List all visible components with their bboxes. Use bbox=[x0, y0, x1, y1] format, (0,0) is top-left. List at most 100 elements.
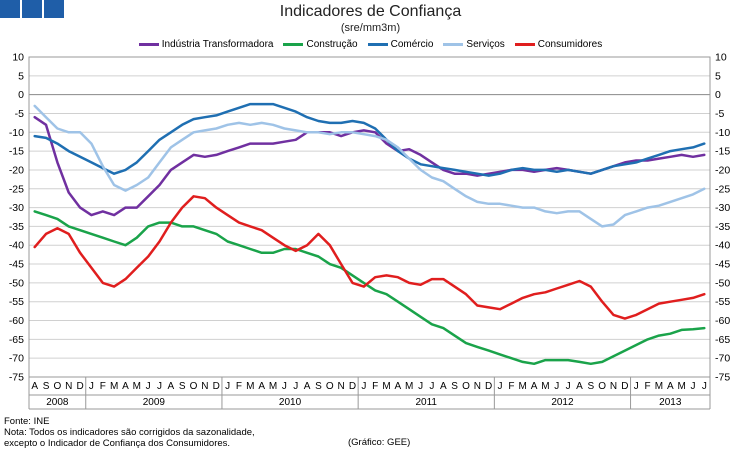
year-label: 2012 bbox=[551, 397, 574, 408]
y-tick-label-right: -25 bbox=[715, 183, 730, 195]
x-tick-label: S bbox=[43, 381, 50, 392]
x-tick-label: A bbox=[122, 381, 129, 392]
y-tick-label-left: -40 bbox=[9, 240, 24, 252]
y-tick-label-left: -10 bbox=[9, 127, 24, 139]
x-tick-label: S bbox=[179, 381, 186, 392]
x-tick-label: J bbox=[89, 381, 94, 392]
year-label: 2009 bbox=[143, 397, 166, 408]
y-tick-label-right: -70 bbox=[715, 353, 730, 365]
note-line-1: Nota: Todos os indicadores são corrigido… bbox=[4, 427, 255, 438]
series-line bbox=[33, 104, 706, 228]
x-tick-label: O bbox=[462, 381, 470, 392]
x-tick-label: D bbox=[621, 381, 628, 392]
y-tick-label-right: -75 bbox=[715, 372, 730, 384]
x-tick-label: A bbox=[304, 381, 311, 392]
year-label: 2010 bbox=[279, 397, 302, 408]
x-tick-label: M bbox=[269, 381, 277, 392]
y-tick-label-left: 10 bbox=[12, 52, 24, 64]
legend-label: Comércio bbox=[390, 39, 434, 50]
note-line-2: excepto o Indicador de Confiança dos Con… bbox=[4, 438, 231, 449]
x-tick-label: J bbox=[634, 381, 639, 392]
legend-swatch bbox=[283, 43, 304, 46]
chart-subtitle: (sre/mm3m) bbox=[340, 22, 401, 34]
x-tick-label: J bbox=[146, 381, 151, 392]
x-tick-label: A bbox=[667, 381, 674, 392]
x-tick-label: A bbox=[531, 381, 538, 392]
legend-swatch bbox=[367, 43, 388, 46]
legend-swatch bbox=[443, 43, 464, 46]
x-tick-label: N bbox=[65, 381, 72, 392]
legend-label: Serviços bbox=[466, 39, 505, 50]
x-tick-label: J bbox=[566, 381, 571, 392]
x-tick-label: F bbox=[645, 381, 651, 392]
y-tick-label-left: -65 bbox=[9, 334, 24, 346]
x-tick-label: M bbox=[677, 381, 685, 392]
x-tick-label: O bbox=[190, 381, 198, 392]
chart-credit: (Gráfico: GEE) bbox=[348, 437, 411, 448]
x-tick-label: A bbox=[31, 381, 38, 392]
logo-block bbox=[22, 0, 42, 18]
x-tick-label: F bbox=[508, 381, 514, 392]
year-label: 2013 bbox=[659, 397, 682, 408]
y-tick-label-left: -35 bbox=[9, 221, 24, 233]
chart-legend: Indústria Transformadora Construção Comérc… bbox=[0, 39, 741, 50]
x-tick-label: O bbox=[598, 381, 606, 392]
legend-label: Consumidores bbox=[537, 39, 603, 50]
x-tick-label: N bbox=[201, 381, 208, 392]
x-tick-label: F bbox=[372, 381, 378, 392]
x-tick-label: M bbox=[655, 381, 663, 392]
y-tick-label-right: -40 bbox=[715, 240, 730, 252]
year-label: 2008 bbox=[46, 397, 69, 408]
y-tick-label-left: -30 bbox=[9, 202, 24, 214]
y-tick-label-left: -20 bbox=[9, 164, 24, 176]
x-tick-label: D bbox=[76, 381, 83, 392]
y-tick-label-right: -15 bbox=[715, 146, 730, 158]
legend-item: Comércio bbox=[367, 39, 434, 50]
y-tick-label-right: -55 bbox=[715, 296, 730, 308]
y-tick-label-left: 5 bbox=[18, 70, 24, 82]
x-tick-label: N bbox=[474, 381, 481, 392]
series-line bbox=[33, 195, 706, 320]
x-tick-label: J bbox=[157, 381, 162, 392]
y-tick-label-right: -20 bbox=[715, 164, 730, 176]
x-tick-label: M bbox=[405, 381, 413, 392]
x-tick-label: N bbox=[338, 381, 345, 392]
x-tick-label: O bbox=[326, 381, 334, 392]
x-tick-label: J bbox=[361, 381, 366, 392]
x-tick-label: J bbox=[225, 381, 230, 392]
logo-block bbox=[0, 0, 20, 18]
source-text: Fonte: INE bbox=[4, 416, 50, 427]
y-tick-label-left: -15 bbox=[9, 146, 24, 158]
legend-item: Consumidores bbox=[514, 39, 603, 50]
y-tick-label-right: 0 bbox=[715, 89, 721, 101]
logo-block bbox=[44, 0, 64, 18]
x-tick-label: D bbox=[349, 381, 356, 392]
y-tick-label-left: -60 bbox=[9, 315, 24, 327]
y-tick-label-left: -70 bbox=[9, 353, 24, 365]
x-tick-label: J bbox=[498, 381, 503, 392]
x-tick-label: J bbox=[554, 381, 559, 392]
x-tick-label: F bbox=[100, 381, 106, 392]
x-tick-label: A bbox=[258, 381, 265, 392]
x-tick-label: J bbox=[418, 381, 423, 392]
x-tick-label: J bbox=[690, 381, 695, 392]
x-tick-label: M bbox=[382, 381, 390, 392]
y-tick-label-left: -25 bbox=[9, 183, 24, 195]
x-tick-label: J bbox=[282, 381, 287, 392]
y-tick-label-left: -75 bbox=[9, 372, 24, 384]
x-tick-label: M bbox=[246, 381, 254, 392]
x-tick-label: J bbox=[702, 381, 707, 392]
chart-title: Indicadores de Confiança bbox=[279, 3, 462, 20]
legend-label: Indústria Transformadora bbox=[161, 39, 274, 50]
x-tick-label: O bbox=[53, 381, 61, 392]
legend-item: Construção bbox=[283, 39, 358, 50]
plot-frame bbox=[28, 56, 711, 378]
x-tick-label: D bbox=[213, 381, 220, 392]
x-tick-label: S bbox=[451, 381, 458, 392]
x-tick-label: D bbox=[485, 381, 492, 392]
x-tick-label: M bbox=[110, 381, 118, 392]
x-tick-label: M bbox=[133, 381, 141, 392]
y-tick-label-left: -45 bbox=[9, 259, 24, 271]
x-tick-label: M bbox=[541, 381, 549, 392]
